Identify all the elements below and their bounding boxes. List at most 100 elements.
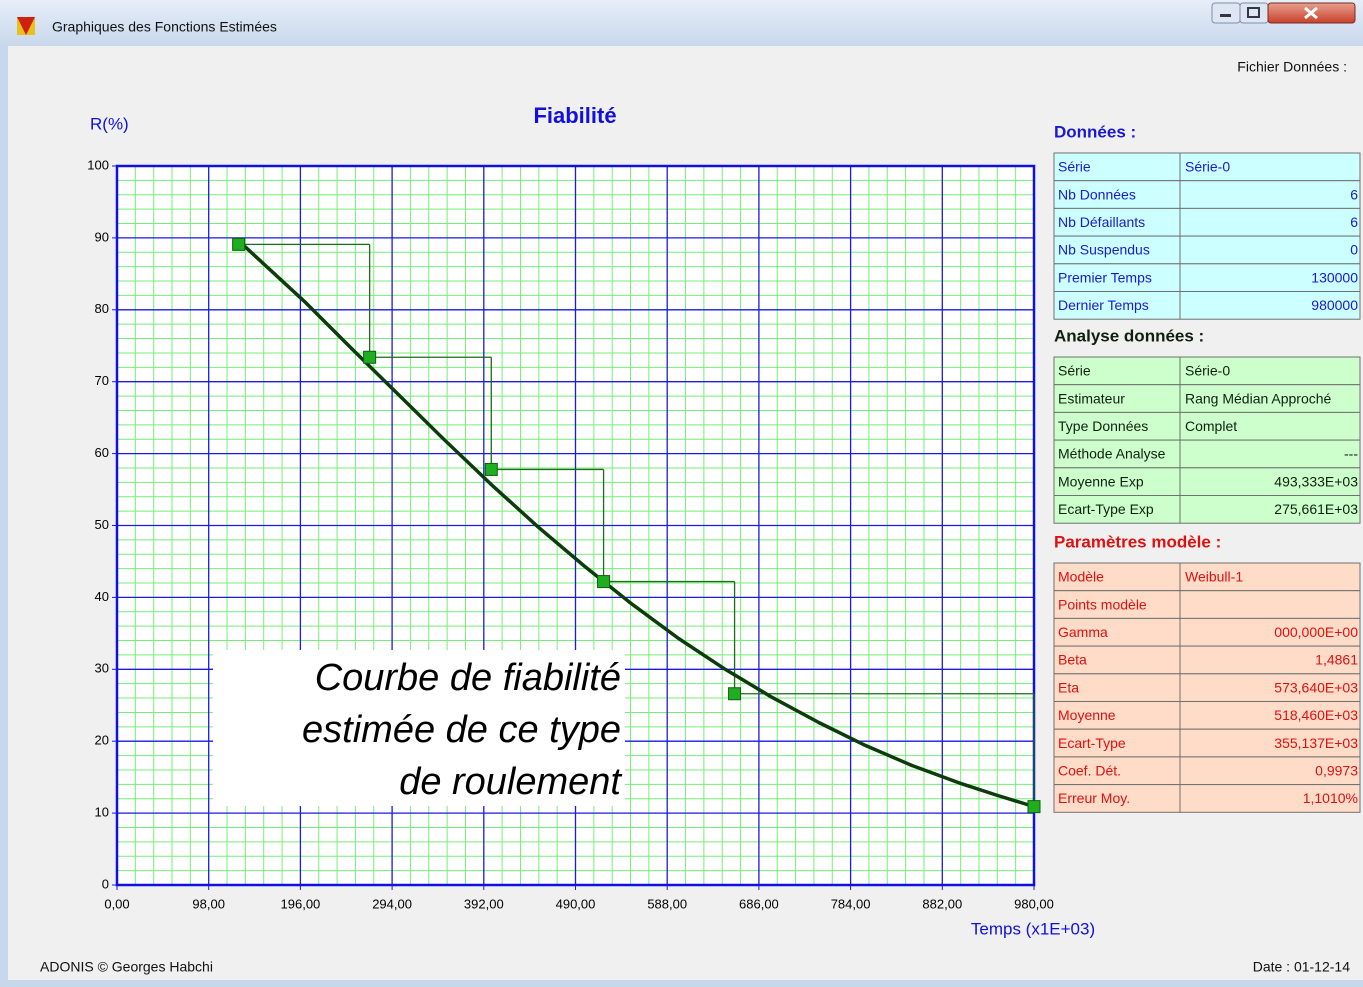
y-tick-label: 60 (95, 445, 109, 460)
cell-label: Type Données (1058, 418, 1148, 434)
cell-value: Rang Médian Approché (1185, 390, 1332, 406)
cell-label: Coef. Dét. (1058, 762, 1121, 778)
annotation-box (213, 650, 625, 806)
cell-value: Weibull-1 (1185, 569, 1243, 585)
y-axis-label: R(%) (90, 114, 129, 133)
y-tick-label: 50 (95, 517, 109, 532)
y-tick-label: 40 (95, 589, 109, 604)
cell-value: 493,333E+03 (1274, 473, 1358, 489)
cell-label: Estimateur (1058, 390, 1125, 406)
file-label: Fichier Données : (1237, 59, 1347, 75)
cell-label: Nb Défaillants (1058, 214, 1145, 230)
cell-value: 355,137E+03 (1274, 735, 1358, 751)
maximize-button[interactable] (1239, 2, 1269, 24)
table-cell (1053, 263, 1181, 292)
info-panels: Données : Série Série-0 Nb Données 6 Nb Défai… (1053, 122, 1361, 813)
cell-label: Beta (1058, 652, 1087, 668)
panel: Paramètres modèle : Modèle Weibull-1 Points… (1053, 532, 1361, 813)
x-tick-label: 490,00 (556, 896, 596, 911)
panel-heading: Paramètres modèle : (1054, 532, 1221, 551)
x-tick-label: 980,00 (1014, 896, 1054, 911)
table-cell (1053, 645, 1181, 675)
annotation-text: de roulement (399, 761, 622, 803)
cell-value: 1,4861 (1315, 652, 1358, 668)
table-cell (1179, 356, 1361, 386)
minimize-button[interactable] (1211, 2, 1241, 24)
panel: Données : Série Série-0 Nb Données 6 Nb Défai… (1053, 122, 1361, 320)
window-controls (1211, 2, 1356, 24)
cell-label: Points modèle (1058, 596, 1147, 612)
table-cell (1179, 728, 1361, 758)
table-cell (1053, 617, 1181, 647)
table-cell (1179, 291, 1361, 320)
table-cell (1053, 207, 1181, 237)
cell-label: Nb Données (1058, 186, 1136, 202)
table-cell (1053, 467, 1181, 496)
y-tick-label: 0 (102, 876, 109, 891)
table-cell (1179, 673, 1361, 702)
cell-label: Dernier Temps (1058, 297, 1149, 313)
y-tick-label: 70 (95, 373, 109, 388)
table-cell (1053, 784, 1181, 813)
table-cell (1179, 784, 1361, 813)
panel-heading: Données : (1054, 122, 1136, 141)
data-point (232, 237, 246, 251)
close-icon (1304, 6, 1318, 20)
table-cell (1179, 701, 1361, 730)
table-cell (1053, 235, 1181, 265)
x-tick-label: 882,00 (922, 896, 962, 911)
x-tick-label: 294,00 (372, 896, 412, 911)
x-tick-label: 196,00 (281, 896, 321, 911)
data-point (728, 687, 742, 701)
table-cell (1053, 590, 1181, 619)
maximize-icon (1247, 7, 1260, 18)
cell-value: 130000 (1311, 269, 1358, 285)
table-cell (1179, 235, 1361, 265)
table-cell (1179, 152, 1361, 182)
cell-value: 0,9973 (1315, 762, 1358, 778)
date: Date : 01-12-14 (1253, 959, 1350, 975)
table-cell (1053, 439, 1181, 469)
table-cell (1179, 467, 1361, 496)
minimize-icon (1220, 14, 1231, 17)
x-tick-label: 392,00 (464, 896, 504, 911)
table-cell (1179, 180, 1361, 209)
table-cell (1179, 207, 1361, 237)
annotation-text: estimée de ce type (302, 709, 621, 751)
cell-label: Premier Temps (1058, 269, 1152, 285)
cell-value: 573,640E+03 (1274, 679, 1358, 695)
table-cell (1179, 590, 1361, 619)
x-tick-label: 588,00 (647, 896, 687, 911)
x-tick-label: 98,00 (192, 896, 225, 911)
cell-label: Série (1058, 159, 1091, 175)
table-cell (1179, 562, 1361, 592)
cell-label: Ecart-Type Exp (1058, 501, 1154, 517)
table-cell (1053, 756, 1181, 786)
cell-value: 6 (1350, 214, 1358, 230)
table-cell (1053, 728, 1181, 758)
cell-label: Gamma (1058, 624, 1108, 640)
model-curve (237, 239, 1035, 809)
table-cell (1053, 673, 1181, 702)
x-axis-label: Temps (x1E+03) (971, 919, 1095, 938)
cell-label: Nb Suspendus (1058, 242, 1150, 258)
cell-label: Modèle (1058, 569, 1104, 585)
table-cell (1179, 645, 1361, 675)
table-cell (1053, 180, 1181, 209)
panel-heading: Analyse données : (1054, 326, 1204, 345)
panel: Analyse données : Série Série-0 Estimateur R… (1053, 326, 1361, 524)
cell-value: Série-0 (1185, 363, 1230, 379)
cell-label: Série (1058, 363, 1091, 379)
plot-border (115, 164, 1036, 887)
plot: Fiabilité R(%) Temps (x1E+03) 0,00 98,00 1… (87, 103, 1095, 939)
cell-value: Série-0 (1185, 159, 1230, 175)
cell-value: 980000 (1311, 297, 1358, 313)
cell-label: Erreur Moy. (1058, 790, 1130, 806)
cell-label: Ecart-Type (1058, 735, 1126, 751)
data-point (363, 350, 377, 364)
table-cell (1179, 439, 1361, 469)
cell-value: 275,661E+03 (1274, 501, 1358, 517)
